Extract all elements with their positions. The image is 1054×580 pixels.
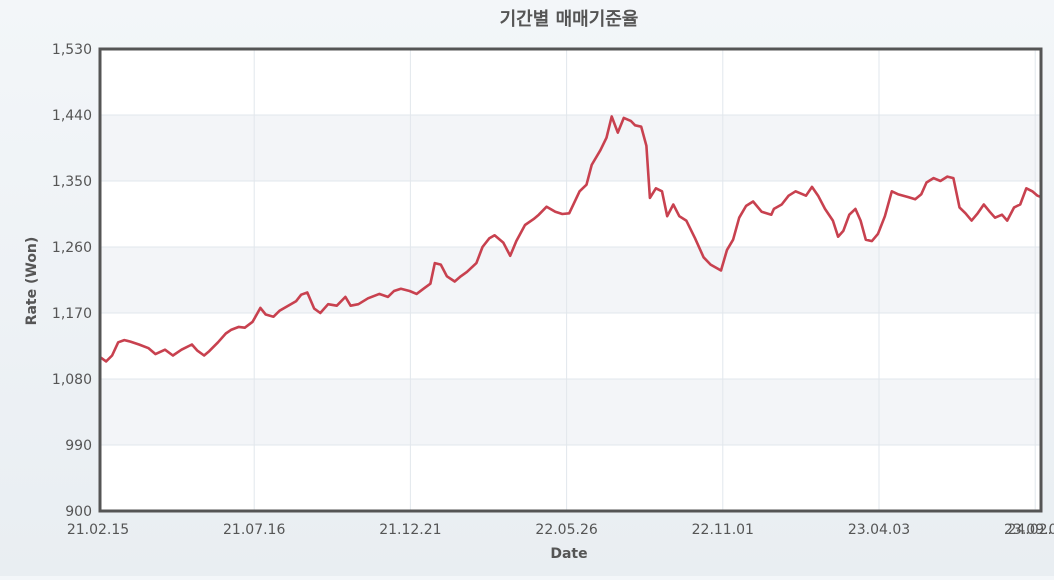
x-tick-label: 21.07.16 [223,522,285,538]
series-line [98,115,1043,363]
y-axis-ticks: 900 990 1,080 1,170 1,260 1,350 1,440 1,530 [52,42,92,520]
plot-band [100,49,1041,115]
y-tick-label: 1,170 [52,306,92,322]
y-tick-label: 1,440 [52,108,92,124]
chart-title: 기간별 매매기준율 [500,9,639,30]
x-tick-label: 22.11.01 [692,522,754,538]
plot-band [100,181,1041,247]
x-tick-label: 24.02. [1007,522,1052,538]
y-tick-label: 990 [65,438,92,454]
plot-frame [98,47,1043,513]
plot-band [100,445,1041,511]
x-axis-ticks: 21.02.15 21.07.16 21.12.21 22.05.26 22.11.01… [67,522,1054,538]
plot-band [100,313,1041,379]
plot-band [100,115,1041,181]
plot-band [100,379,1041,445]
x-tick-label: 23.04.03 [848,522,910,538]
y-tick-label: 1,260 [52,240,92,256]
y-tick-label: 1,530 [52,42,92,58]
plot-band [100,247,1041,313]
x-tick-label: 21.12.21 [379,522,441,538]
x-tick-label: 21.02.15 [67,522,129,538]
y-axis-title: Rate (Won) [24,237,40,326]
y-tick-label: 900 [65,504,92,520]
y-tick-label: 1,080 [52,372,92,388]
series-layer [98,115,1043,363]
x-axis-title: Date [550,546,587,562]
y-tick-label: 1,350 [52,174,92,190]
x-tick-label: 22.05.26 [535,522,597,538]
x-tick-label: 23.09.05 [1004,522,1054,538]
plot-background-bands [100,49,1041,511]
grid-lines [100,48,1041,512]
